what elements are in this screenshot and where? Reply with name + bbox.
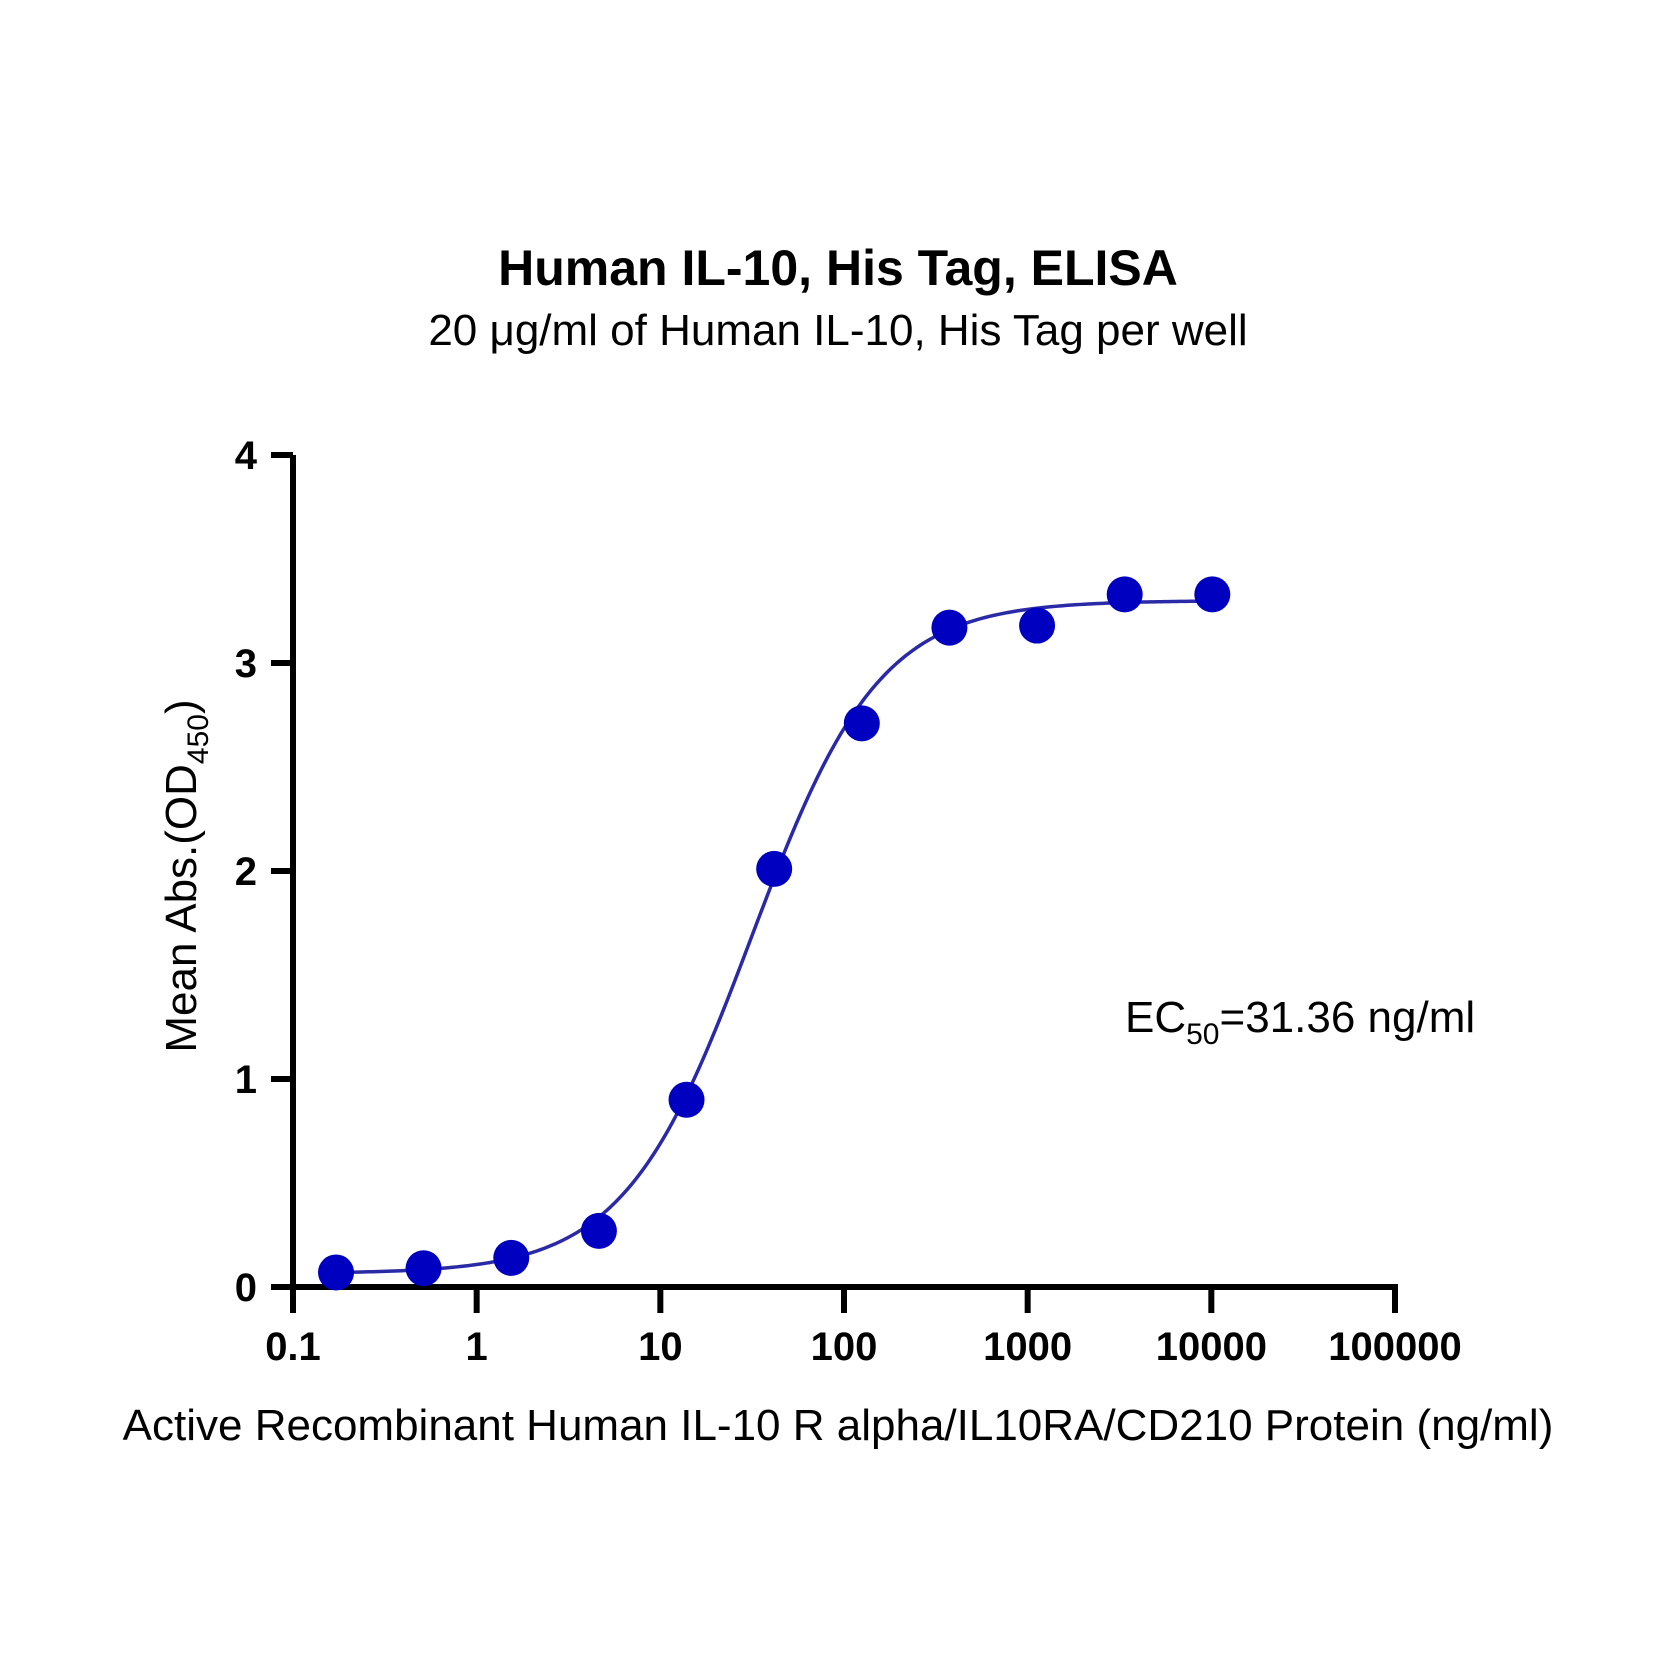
y-tick-label: 1 (235, 1058, 257, 1102)
data-point (1107, 576, 1143, 612)
y-axis-label-main: Mean Abs.(OD (157, 764, 206, 1053)
data-point (1194, 576, 1230, 612)
data-point (493, 1240, 529, 1276)
data-point (756, 851, 792, 887)
x-tick-label: 0.1 (265, 1325, 321, 1369)
y-axis-label-subscript: 450 (182, 714, 215, 764)
chart-title: Human IL-10, His Tag, ELISA (498, 240, 1178, 296)
ec50-subscript: 50 (1186, 1018, 1219, 1051)
ec50-annotation: EC50=31.36 ng/ml (1125, 993, 1475, 1051)
x-tick-label: 100000 (1328, 1325, 1461, 1369)
data-point (406, 1250, 442, 1286)
data-point (669, 1082, 705, 1118)
x-tick-label: 10 (638, 1325, 683, 1369)
data-point (1019, 608, 1055, 644)
data-point (581, 1213, 617, 1249)
ec50-value: =31.36 ng/ml (1220, 993, 1476, 1042)
plot-area: 0 1 2 3 4 0.1 1 10 100 1000 10000 100000 (235, 434, 1462, 1369)
y-axis-label: Mean Abs.(OD450) (157, 699, 215, 1052)
fit-curve (336, 601, 1212, 1272)
y-axis-label-end: ) (157, 699, 206, 714)
data-point (318, 1254, 354, 1290)
y-tick-label: 4 (235, 434, 258, 478)
data-point (931, 610, 967, 646)
data-point (844, 705, 880, 741)
x-tick-label: 1 (466, 1325, 488, 1369)
x-tick-label: 1000 (983, 1325, 1072, 1369)
x-tick-label: 100 (811, 1325, 878, 1369)
y-tick-label: 3 (235, 642, 257, 686)
x-tick-label: 10000 (1156, 1325, 1267, 1369)
chart-subtitle: 20 μg/ml of Human IL-10, His Tag per wel… (428, 306, 1247, 355)
x-axis-label: Active Recombinant Human IL-10 R alpha/I… (123, 1401, 1554, 1450)
y-tick-label: 2 (235, 850, 257, 894)
y-tick-label: 0 (235, 1266, 257, 1310)
ec50-prefix: EC (1125, 993, 1186, 1042)
